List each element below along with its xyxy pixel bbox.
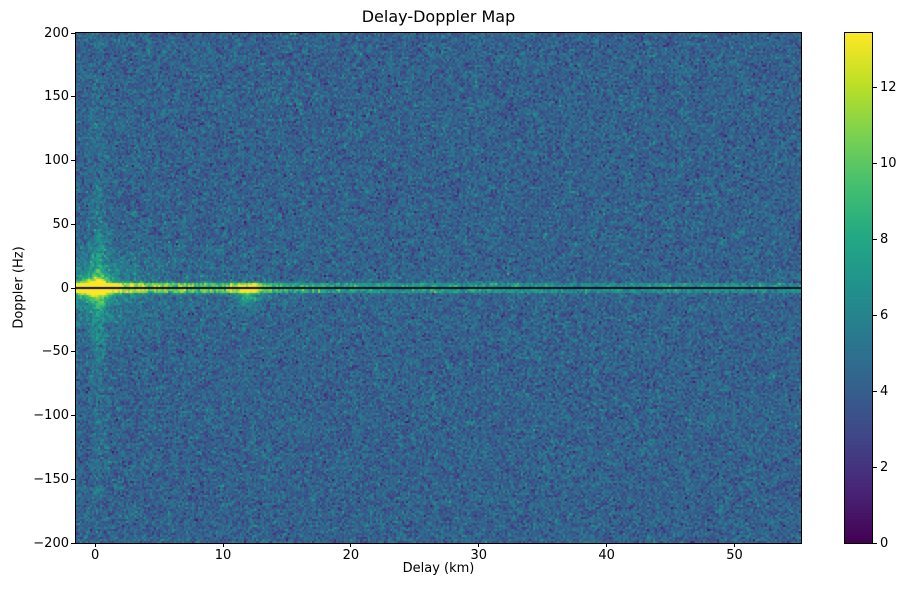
y-tick-label: −150 (33, 471, 69, 487)
chart-title: Delay-Doppler Map (361, 7, 516, 26)
colorbar (844, 32, 873, 544)
x-tick-label: 20 (342, 548, 360, 563)
colorbar-tick-label: 12 (880, 80, 897, 96)
colorbar-tick-label: 0 (880, 535, 889, 551)
y-tick-mark (71, 96, 75, 98)
y-tick-label: −50 (41, 344, 69, 360)
y-tick-label: −200 (33, 535, 69, 551)
x-tick-label: 50 (726, 548, 743, 563)
colorbar-tick-mark (873, 163, 877, 165)
x-tick-mark (222, 543, 224, 547)
y-tick-mark (71, 223, 75, 225)
y-tick-mark (71, 32, 75, 34)
y-tick-mark (71, 415, 75, 416)
colorbar-tick-label: 6 (880, 307, 889, 323)
y-tick-label: −100 (33, 408, 69, 423)
colorbar-tick-mark (873, 87, 877, 89)
x-tick-mark (734, 543, 735, 547)
y-tick-mark (71, 351, 75, 353)
x-tick-mark (350, 543, 352, 547)
y-tick-mark (71, 478, 75, 480)
y-tick-label: 200 (44, 25, 69, 41)
heatmap-image (76, 33, 801, 543)
colorbar-tick-mark (873, 466, 877, 468)
colorbar-tick-mark (873, 542, 877, 544)
x-tick-label: 10 (214, 548, 232, 563)
x-tick-label: 40 (598, 548, 615, 563)
y-tick-mark (71, 160, 75, 161)
colorbar-tick-label: 4 (880, 383, 889, 399)
y-tick-label: 150 (44, 89, 69, 105)
colorbar-gradient (845, 33, 872, 543)
colorbar-tick-label: 10 (880, 156, 897, 172)
colorbar-tick-mark (873, 314, 877, 316)
colorbar-tick-mark (873, 239, 877, 241)
y-tick-mark (71, 542, 75, 544)
y-tick-label: 50 (52, 216, 69, 232)
x-tick-mark (606, 543, 608, 547)
colorbar-tick-label: 8 (880, 232, 889, 248)
colorbar-tick-label: 2 (880, 459, 889, 475)
x-tick-mark (94, 543, 96, 547)
y-tick-mark (71, 287, 75, 289)
plot-area (75, 32, 802, 544)
x-axis-label: Delay (km) (402, 561, 475, 576)
x-tick-label: 0 (91, 548, 100, 563)
y-tick-label: 100 (44, 153, 69, 168)
colorbar-tick-mark (873, 390, 877, 392)
x-tick-label: 30 (470, 548, 488, 563)
x-tick-mark (478, 543, 480, 547)
y-tick-label: 0 (60, 280, 69, 296)
